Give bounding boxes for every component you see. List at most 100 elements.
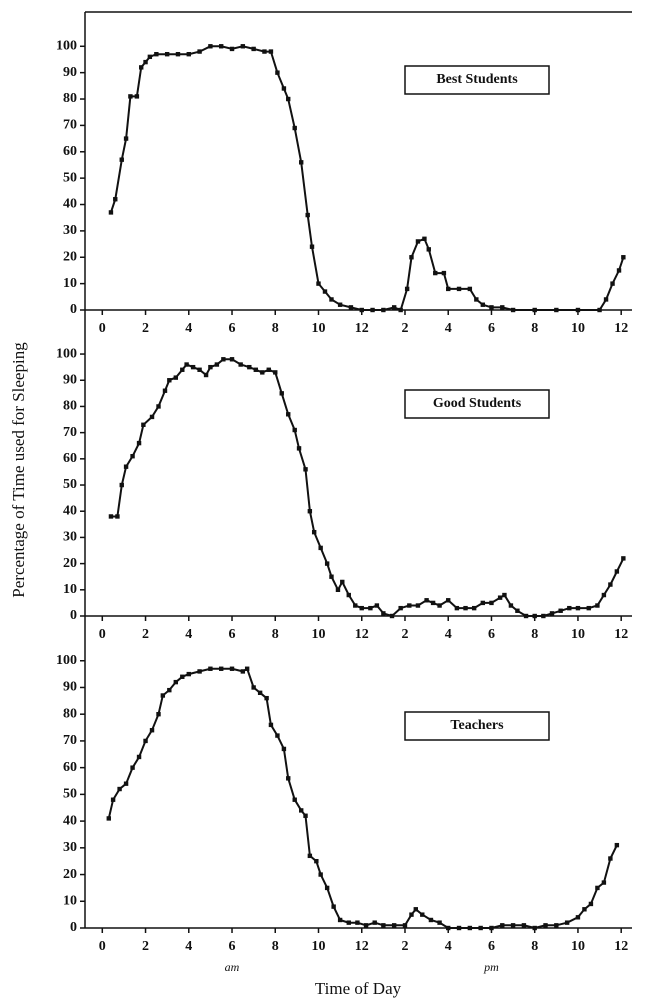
data-point <box>335 587 341 593</box>
data-point <box>106 816 111 821</box>
y-tick-label: 70 <box>63 733 77 748</box>
data-point <box>281 746 287 752</box>
data-point <box>143 59 148 65</box>
data-point <box>208 44 213 49</box>
y-tick-label: 0 <box>70 302 77 317</box>
data-point <box>500 923 505 928</box>
data-point <box>437 603 442 608</box>
data-point <box>426 247 431 252</box>
data-point <box>575 915 581 920</box>
data-point <box>251 685 256 690</box>
data-point <box>437 920 442 925</box>
data-point <box>119 482 124 488</box>
x-tick-label: 4 <box>185 627 192 642</box>
data-point <box>139 65 144 70</box>
data-point <box>186 51 191 57</box>
x-tick-label: 2 <box>142 939 149 954</box>
x-tick-label: 4 <box>445 627 452 642</box>
x-tick-label: 4 <box>185 939 192 954</box>
data-point <box>532 925 537 931</box>
data-point <box>381 611 386 616</box>
y-tick-label: 50 <box>63 787 77 802</box>
legend-box <box>404 711 550 741</box>
data-point <box>510 923 516 928</box>
data-point <box>180 674 185 679</box>
data-point <box>141 422 146 427</box>
x-tick-label: 12 <box>614 939 628 954</box>
data-point <box>474 297 479 302</box>
data-point <box>480 302 486 307</box>
data-point <box>415 603 421 608</box>
data-point <box>489 925 494 931</box>
data-point <box>372 920 377 925</box>
data-point <box>203 372 209 378</box>
data-point <box>266 367 271 372</box>
data-point <box>532 307 537 313</box>
data-point <box>110 797 116 802</box>
data-point <box>424 598 429 603</box>
data-point <box>346 592 351 598</box>
data-point <box>575 605 581 611</box>
x-tick-label: 10 <box>571 321 585 336</box>
data-point <box>586 605 591 611</box>
data-point <box>186 671 191 677</box>
x-tick-label: 0 <box>99 939 106 954</box>
x-tick-label: 4 <box>185 321 192 336</box>
data-point <box>156 404 161 409</box>
x-tick-label: 10 <box>312 321 326 336</box>
data-point <box>268 722 274 728</box>
data-point <box>275 70 280 75</box>
x-tick-label: 2 <box>401 321 408 336</box>
data-point <box>508 603 514 608</box>
data-point <box>221 357 226 362</box>
data-point <box>303 467 308 472</box>
data-point <box>214 362 220 367</box>
legend-box <box>404 65 550 95</box>
data-point <box>340 579 345 585</box>
x-tick-label: 8 <box>272 627 279 642</box>
data-point <box>543 923 548 928</box>
data-point <box>244 666 250 671</box>
data-point <box>149 414 155 420</box>
x-tick-label: 2 <box>142 627 149 642</box>
x-tick-label: 4 <box>445 321 452 336</box>
y-tick-label: 80 <box>63 706 77 721</box>
data-point <box>381 307 386 313</box>
y-tick-label: 90 <box>63 372 77 387</box>
y-tick-label: 40 <box>63 503 77 518</box>
data-point <box>608 856 613 861</box>
data-point <box>404 286 410 292</box>
data-point <box>541 613 546 619</box>
data-point <box>467 286 473 292</box>
data-point <box>197 367 202 372</box>
x-tick-label: 6 <box>488 321 495 336</box>
data-point <box>253 367 259 372</box>
data-point <box>314 858 319 864</box>
x-tick-label: 8 <box>531 321 538 336</box>
data-point <box>149 728 155 733</box>
data-point <box>370 307 375 313</box>
data-point <box>143 738 148 744</box>
data-point <box>160 693 166 698</box>
data-point <box>322 289 328 294</box>
data-point <box>575 307 581 313</box>
data-point <box>318 872 323 877</box>
data-point <box>268 49 274 54</box>
x-axis-label: Time of Day <box>315 979 402 998</box>
data-point <box>497 595 503 600</box>
y-tick-label: 90 <box>63 65 77 80</box>
data-point <box>303 813 308 818</box>
y-tick-label: 60 <box>63 144 77 159</box>
data-point <box>219 666 224 671</box>
data-point <box>415 239 421 244</box>
data-point <box>311 529 317 535</box>
y-axis-label: Percentage of Time used for Sleeping <box>9 342 28 598</box>
x-tick-label: 2 <box>142 321 149 336</box>
x-tick-label: 2 <box>401 939 408 954</box>
y-tick-label: 30 <box>63 223 77 238</box>
data-point <box>108 210 114 215</box>
data-point <box>446 598 451 603</box>
x-tick-label: 6 <box>229 627 236 642</box>
x-tick-label: 12 <box>614 627 628 642</box>
